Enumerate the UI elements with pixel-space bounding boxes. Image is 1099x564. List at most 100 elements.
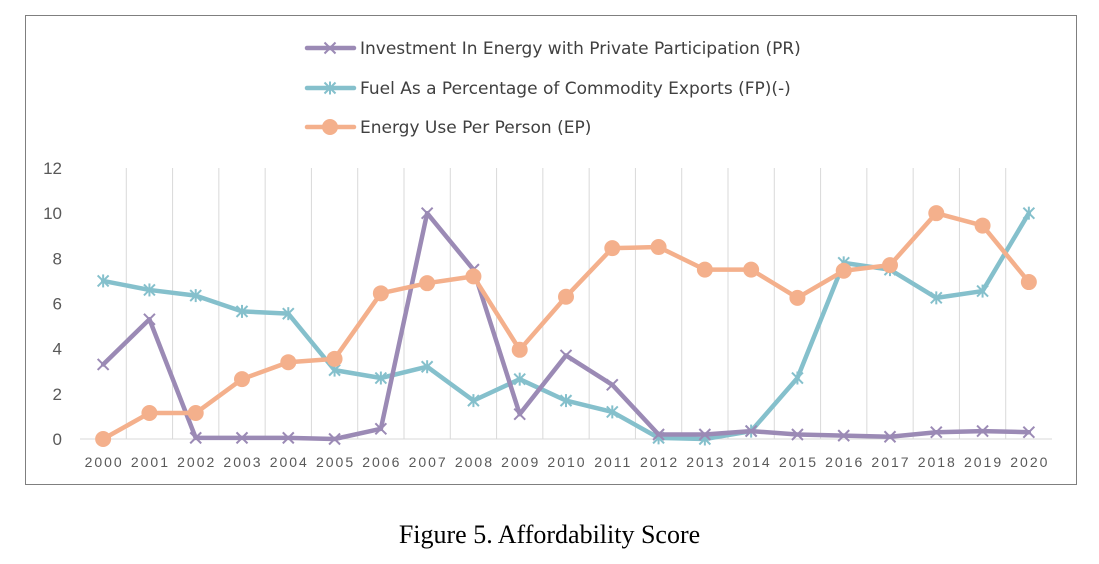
data-point [467, 394, 480, 408]
x-tick-label: 2011 [594, 454, 632, 470]
x-tick-label: 2017 [871, 454, 910, 470]
data-point [141, 405, 158, 422]
series-3 [95, 205, 1037, 447]
data-point [328, 432, 341, 446]
x-tick-label: 2016 [825, 454, 864, 470]
legend-label: Investment In Energy with Private Partic… [360, 39, 801, 59]
data-point [323, 41, 337, 55]
x-tick-label: 2002 [177, 454, 216, 470]
data-point [930, 426, 943, 439]
x-tick-label: 2005 [316, 454, 355, 470]
y-tick-label: 4 [53, 340, 62, 359]
data-point [513, 407, 526, 421]
data-point [143, 313, 156, 326]
x-tick-label: 2014 [733, 454, 772, 470]
x-tick-label: 2020 [1010, 454, 1049, 470]
x-tick-label: 2007 [409, 454, 448, 470]
legend-label: Energy Use Per Person (EP) [360, 118, 591, 138]
axes: 0 2 4 6 8 10 12 2000 2001 2002 2003 2004 2005 2006 200… [43, 159, 1052, 470]
x-tick-label: 2001 [131, 454, 170, 470]
data-point [930, 291, 943, 305]
data-point [791, 428, 804, 441]
data-point [95, 431, 112, 447]
x-tick-label: 2010 [547, 454, 586, 470]
y-tick-label: 12 [43, 159, 62, 178]
x-tick-label: 2018 [918, 454, 957, 470]
data-point [374, 371, 388, 385]
data-point [96, 358, 110, 371]
data-point [789, 289, 806, 306]
data-point [235, 304, 249, 318]
x-tick-label: 2015 [779, 454, 818, 470]
data-point [235, 431, 249, 445]
data-point [323, 81, 337, 95]
data-point [96, 274, 110, 288]
x-tick-label: 2008 [455, 454, 494, 470]
y-tick-label: 10 [43, 204, 62, 223]
data-point [744, 424, 758, 438]
data-point [743, 261, 760, 278]
vertical-gridlines [125, 168, 1007, 439]
data-point [559, 394, 573, 408]
data-point [419, 275, 436, 292]
series-1 [96, 206, 1036, 446]
data-point [606, 378, 619, 392]
data-point [1022, 206, 1036, 220]
y-tick-label: 6 [53, 295, 62, 314]
x-tick-label: 2000 [85, 454, 124, 470]
data-point [835, 262, 852, 279]
x-tick-label: 2013 [686, 454, 725, 470]
data-point [1020, 274, 1037, 291]
data-point [513, 372, 526, 386]
x-tick-label: 2004 [270, 454, 309, 470]
data-point [882, 257, 898, 274]
data-point [606, 405, 619, 419]
data-point [791, 371, 804, 385]
data-point [652, 428, 665, 441]
data-point [187, 405, 204, 422]
data-point [420, 360, 434, 374]
data-point [322, 119, 338, 135]
x-tick-label: 2009 [501, 454, 540, 470]
data-point [559, 349, 573, 362]
x-tick-label: 2003 [223, 454, 262, 470]
data-point [282, 307, 295, 321]
y-tick-label: 8 [53, 249, 62, 268]
data-point [189, 431, 202, 445]
series-lines [95, 205, 1037, 447]
figure-caption: Figure 5. Affordability Score [398, 520, 701, 549]
data-point [234, 371, 250, 388]
data-point [928, 205, 945, 222]
y-tick-label: 2 [53, 385, 62, 404]
data-point [976, 424, 989, 438]
data-point [837, 429, 850, 442]
data-point [189, 289, 202, 303]
data-point [511, 341, 528, 358]
y-tick-label: 0 [53, 430, 62, 449]
legend-entry: Energy Use Per Person (EP) [304, 118, 591, 138]
x-tick-label: 2019 [964, 454, 1003, 470]
x-tick-label: 2006 [362, 454, 401, 470]
data-point [883, 430, 897, 443]
data-point [1022, 426, 1036, 439]
data-point [698, 428, 712, 441]
series-2 [96, 206, 1036, 446]
legend-entry: Investment In Energy with Private Partic… [304, 39, 801, 59]
data-point [696, 261, 713, 278]
data-point [976, 284, 989, 298]
data-point [420, 206, 434, 220]
data-point [326, 350, 343, 367]
legend-entry: Fuel As a Percentage of Commodity Export… [304, 79, 791, 99]
data-point [374, 422, 388, 436]
data-point [282, 431, 295, 445]
data-point [143, 283, 156, 297]
data-point [372, 285, 389, 302]
data-point [650, 239, 667, 256]
legend-label: Fuel As a Percentage of Commodity Export… [360, 79, 791, 99]
x-tick-label: 2012 [640, 454, 679, 470]
legend: Investment In Energy with Private Partic… [304, 39, 801, 138]
data-point [974, 217, 991, 234]
data-point [604, 240, 621, 257]
data-point [558, 288, 574, 305]
